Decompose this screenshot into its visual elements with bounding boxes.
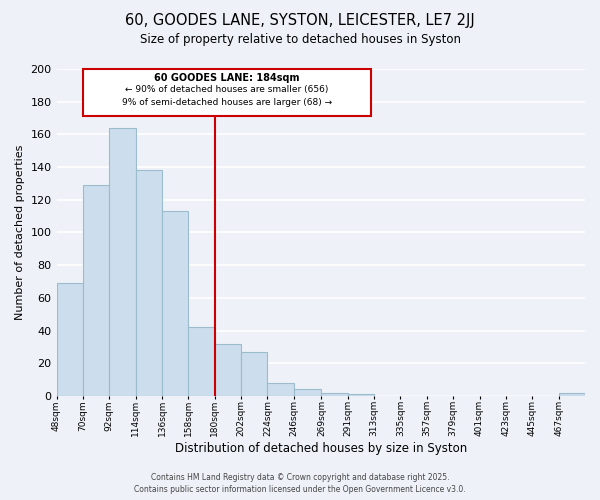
Text: 9% of semi-detached houses are larger (68) →: 9% of semi-detached houses are larger (6… bbox=[122, 98, 332, 108]
Text: Contains HM Land Registry data © Crown copyright and database right 2025.
Contai: Contains HM Land Registry data © Crown c… bbox=[134, 473, 466, 494]
Bar bbox=[83, 185, 109, 396]
Text: ← 90% of detached houses are smaller (656): ← 90% of detached houses are smaller (65… bbox=[125, 86, 328, 94]
Text: 60, GOODES LANE, SYSTON, LEICESTER, LE7 2JJ: 60, GOODES LANE, SYSTON, LEICESTER, LE7 … bbox=[125, 12, 475, 28]
Bar bbox=[188, 328, 215, 396]
Text: 60 GOODES LANE: 184sqm: 60 GOODES LANE: 184sqm bbox=[154, 73, 299, 83]
Bar bbox=[294, 390, 322, 396]
Y-axis label: Number of detached properties: Number of detached properties bbox=[15, 145, 25, 320]
Bar bbox=[109, 128, 136, 396]
Bar bbox=[215, 344, 241, 396]
Bar bbox=[162, 211, 188, 396]
Bar bbox=[348, 394, 374, 396]
Bar bbox=[322, 392, 348, 396]
Bar bbox=[136, 170, 162, 396]
Bar bbox=[56, 283, 83, 396]
Text: Size of property relative to detached houses in Syston: Size of property relative to detached ho… bbox=[139, 32, 461, 46]
FancyBboxPatch shape bbox=[83, 69, 371, 116]
Bar bbox=[241, 352, 268, 396]
Bar bbox=[559, 392, 585, 396]
Bar bbox=[268, 383, 294, 396]
X-axis label: Distribution of detached houses by size in Syston: Distribution of detached houses by size … bbox=[175, 442, 467, 455]
